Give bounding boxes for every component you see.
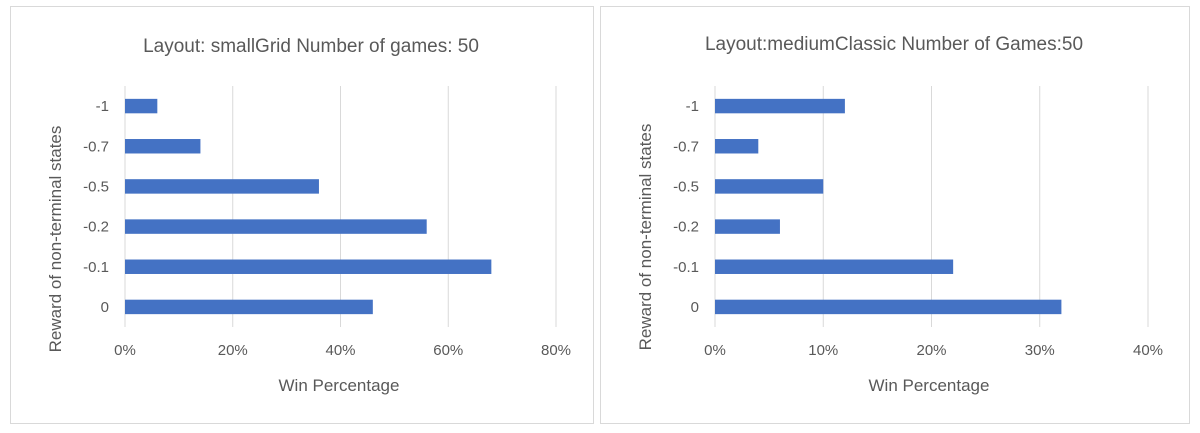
y-tick-label: -0.7 [673, 138, 699, 155]
x-tick-label: 40% [325, 342, 355, 359]
bar [715, 259, 954, 274]
chart-panel-medium-classic: Layout:mediumClassic Number of Games:50 … [600, 6, 1190, 424]
x-tick-label: 30% [1025, 342, 1055, 359]
x-tick-label: 20% [218, 342, 248, 359]
y-tick-label: -1 [96, 98, 109, 115]
y-tick-label: -0.5 [673, 178, 699, 195]
x-tick-label: 80% [541, 342, 571, 359]
chart-svg-medium-classic: Layout:mediumClassic Number of Games:50 … [636, 34, 1163, 395]
x-tick-label: 0% [704, 342, 726, 359]
x-tick-label: 20% [916, 342, 946, 359]
x-tick-label: 40% [1133, 342, 1163, 359]
y-axis-label: Reward of non-terminal states [46, 126, 65, 353]
y-tick-label: -0.7 [83, 138, 109, 155]
chart-title: Layout:mediumClassic Number of Games:50 [705, 34, 1083, 55]
x-tick-label: 0% [114, 342, 136, 359]
bar [715, 299, 1062, 315]
bar [125, 219, 427, 234]
x-axis-label: Win Percentage [869, 376, 990, 395]
y-tick-label: -0.2 [83, 219, 109, 236]
gridlines [124, 86, 557, 327]
gridlines [714, 86, 1149, 327]
bar [715, 139, 759, 154]
y-tick-label: -0.2 [673, 219, 699, 236]
chart-title: Layout: smallGrid Number of games: 50 [143, 36, 479, 57]
y-tick-label: -0.1 [673, 259, 699, 276]
bar [715, 98, 845, 114]
bars [125, 98, 492, 315]
y-axis-label: Reward of non-terminal states [636, 124, 655, 351]
bar [125, 259, 492, 274]
y-tick-label: 0 [691, 299, 699, 316]
y-tick-labels: -1 -0.7 -0.5 -0.2 -0.1 0 [673, 98, 699, 316]
bar [125, 299, 373, 315]
bar [715, 219, 780, 234]
y-tick-label: -0.5 [83, 178, 109, 195]
y-tick-label: 0 [101, 299, 109, 316]
chart-panel-small-grid: Layout: smallGrid Number of games: 50 Wi… [10, 6, 594, 424]
y-tick-label: -1 [686, 98, 699, 115]
bars [715, 98, 1062, 315]
chart-svg-small-grid: Layout: smallGrid Number of games: 50 Wi… [46, 36, 571, 395]
bar [125, 179, 319, 194]
x-tick-labels: 0% 10% 20% 30% 40% [704, 342, 1163, 359]
y-tick-labels: -1 -0.7 -0.5 -0.2 -0.1 0 [83, 98, 109, 316]
x-tick-label: 10% [808, 342, 838, 359]
y-tick-label: -0.1 [83, 259, 109, 276]
x-tick-label: 60% [433, 342, 463, 359]
bar [125, 139, 201, 154]
bar [125, 98, 158, 114]
bar [715, 179, 824, 194]
x-axis-label: Win Percentage [279, 376, 400, 395]
x-tick-labels: 0% 20% 40% 60% 80% [114, 342, 571, 359]
